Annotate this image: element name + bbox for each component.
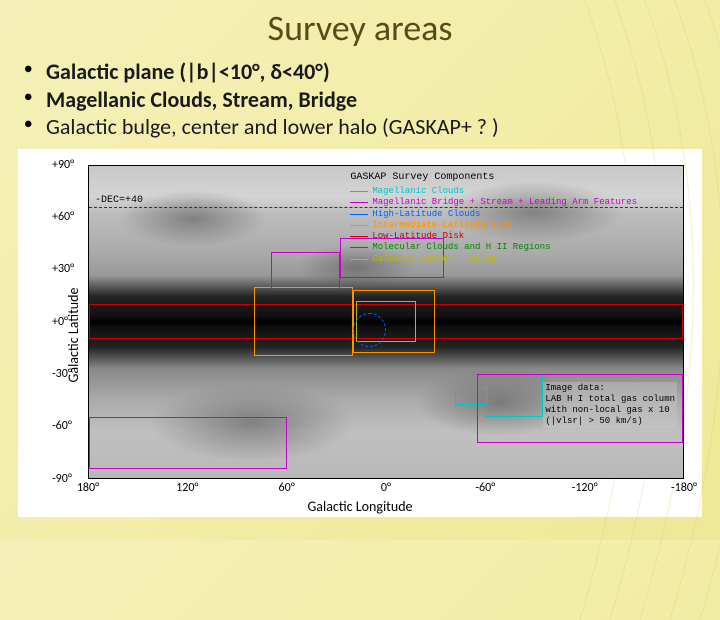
y-tick: -90° [52,472,72,486]
legend: GASKAP Survey Components Magellanic Clou… [350,172,637,265]
x-tick: 60° [279,481,295,495]
x-axis-label: Galactic Longitude [307,498,412,515]
image-data-caption: Image data:LAB H I total gas columnwith … [543,382,677,427]
y-tick: +60° [52,210,74,224]
x-tick: 180° [77,481,99,495]
y-tick: -30° [52,367,72,381]
dec-line [89,207,683,208]
legend-item: Galactic Center + Bulge [350,254,637,265]
x-tick: -180° [671,481,697,495]
plot-area: GASKAP Survey Components Magellanic Clou… [88,165,684,479]
y-tick: +30° [52,262,74,276]
legend-item: Magellanic Clouds [350,186,637,197]
x-tick: -60° [475,481,495,495]
survey-region [254,287,353,356]
survey-region [271,252,340,290]
legend-item: Low-Latitude Disk [350,231,637,242]
legend-item: Molecular Clouds and H II Regions [350,242,637,253]
y-tick: +0° [52,315,68,329]
x-tick: 0° [381,481,391,495]
bullet-item: Galactic plane (|b|<10°, δ<40°) [24,58,700,86]
page-title: Survey areas [0,0,720,50]
bullet-list: Galactic plane (|b|<10°, δ<40°)Magellani… [0,50,720,147]
legend-title: GASKAP Survey Components [350,172,637,185]
y-tick: -60° [52,419,72,433]
bullet-item: Galactic bulge, center and lower halo (G… [24,113,700,141]
dec-line-label: -DEC=+40 [95,195,143,206]
x-tick: 120° [176,481,198,495]
survey-region [89,417,287,469]
y-tick: +90° [52,158,74,172]
x-tick: -120° [572,481,598,495]
legend-item: Intermediate-Latitude Disk [350,220,637,231]
survey-map-figure: Galactic Latitude Galactic Longitude GAS… [18,149,702,517]
bullet-item: Magellanic Clouds, Stream, Bridge [24,86,700,114]
legend-item: High-Latitude Clouds [350,209,637,220]
